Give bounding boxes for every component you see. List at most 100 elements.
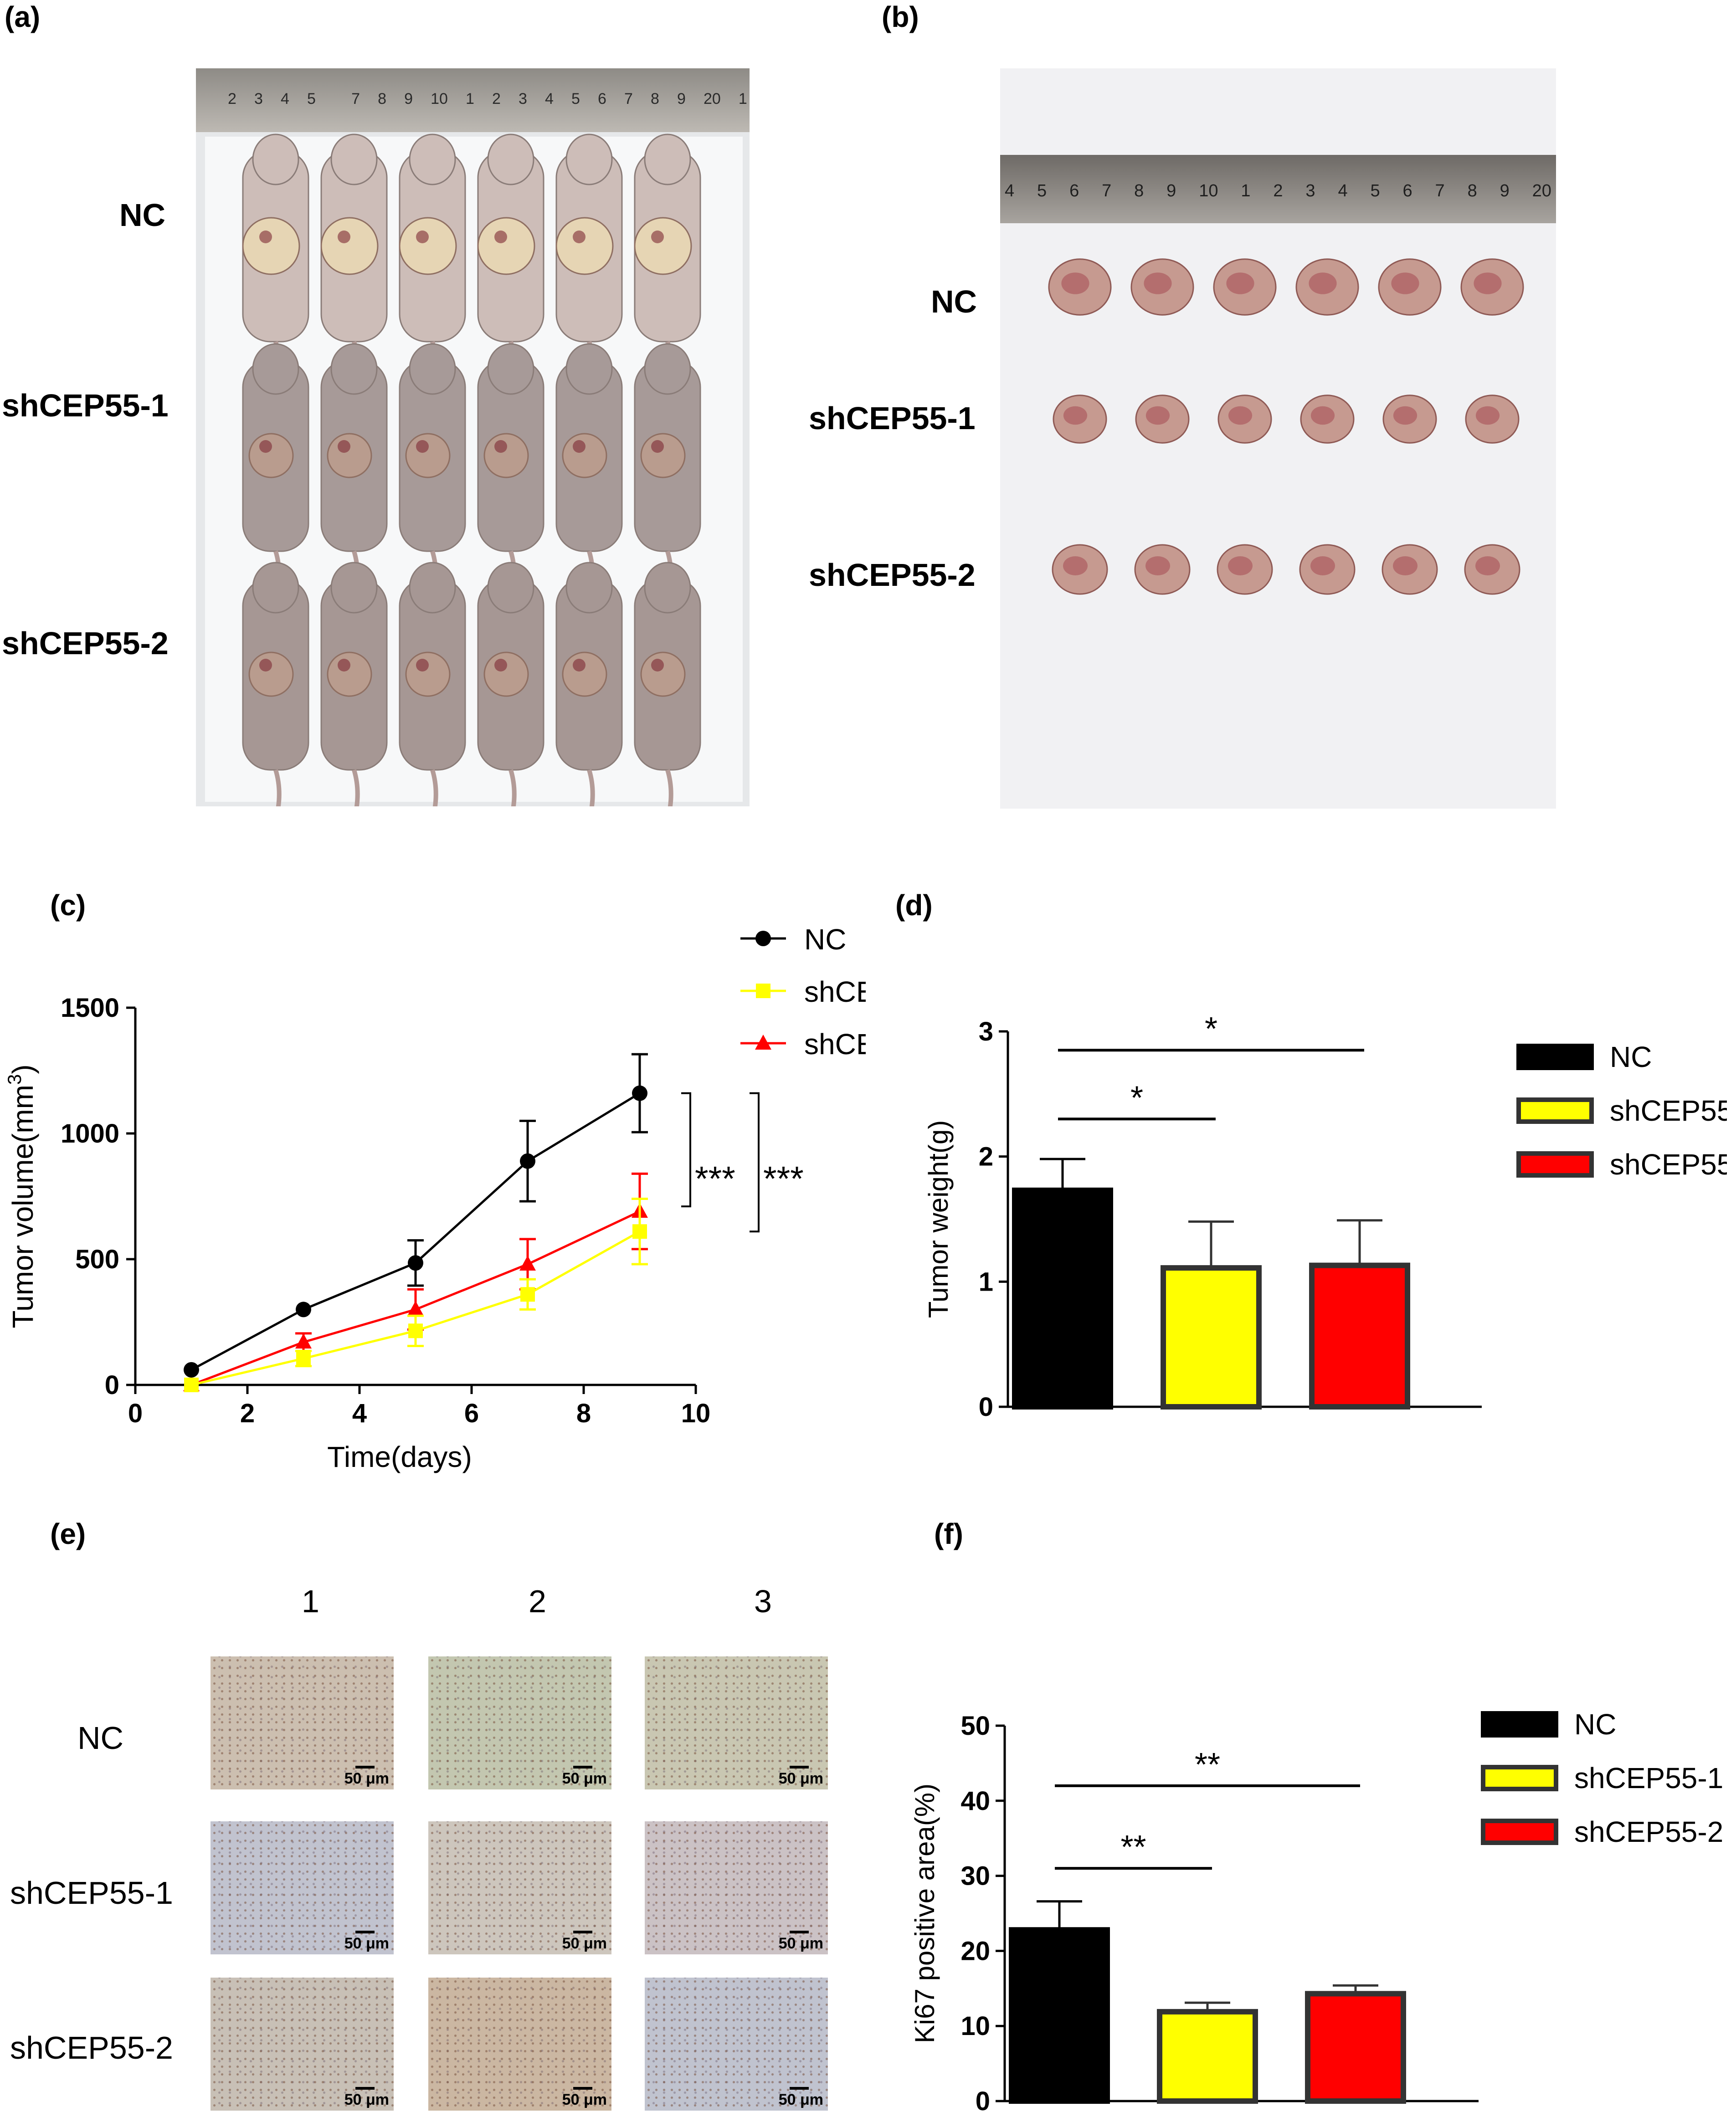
scale-bar-line xyxy=(355,1931,375,1933)
ihc-image-grid: 50 μm 50 μm 50 μm 50 μm 50 μm 50 μm 50 μm 50 μm… xyxy=(211,1656,829,2112)
y-tick-label: 3 xyxy=(979,1017,993,1046)
significance-bracket xyxy=(681,1092,691,1208)
significance-label: *** xyxy=(763,1159,804,1198)
mouse-tail xyxy=(587,769,595,806)
legend-label: shCEP55-2 xyxy=(1610,1148,1727,1181)
significance-label: *** xyxy=(695,1159,735,1198)
data-point xyxy=(296,1351,311,1366)
ruler-tick-label: 2 xyxy=(492,90,501,108)
bar xyxy=(1161,1265,1262,1410)
panel-b-row-label: shCEP55-1 xyxy=(809,400,976,436)
ihc-image-tile: 50 μm xyxy=(645,1656,828,1789)
mouse-head xyxy=(252,343,299,395)
tumor-spot xyxy=(1226,272,1254,294)
mouse-head xyxy=(565,343,613,395)
mouse-head xyxy=(330,562,378,614)
mouse-head xyxy=(409,343,456,395)
panel-b-row-label: NC xyxy=(931,284,977,319)
tumor-volume-chart: 0 2 4 6 8 10 0 500 1000 1500 Time(days) Tumor volum… xyxy=(4,923,866,1473)
ruler-tick-label: 7 xyxy=(624,90,633,108)
excised-tumor xyxy=(1382,395,1437,444)
scale-bar-label: 50 μm xyxy=(562,1935,607,1952)
ruler-tick-label: 8 xyxy=(1134,181,1144,200)
mouse-head xyxy=(487,133,534,185)
y-tick-label: 2 xyxy=(979,1142,993,1172)
legend-marker xyxy=(755,931,771,946)
data-point xyxy=(519,1256,536,1271)
ruler-tick-label: 5 xyxy=(1037,181,1047,200)
y-axis-title: Ki67 positive area(%) xyxy=(909,1784,940,2043)
ruler-tick-label: 9 xyxy=(1166,181,1176,200)
tumor-spot xyxy=(1475,406,1500,425)
mouse-head xyxy=(330,133,378,185)
tumor-spot xyxy=(651,440,664,453)
significance-bracket xyxy=(750,1092,760,1233)
ruler-tick-label: 4 xyxy=(544,90,554,108)
y-tick-label: 10 xyxy=(960,2011,990,2041)
ihc-image-tile: 50 μm xyxy=(428,1656,611,1789)
ruler-tick-label: 3 xyxy=(1305,181,1315,200)
ruler-tick-label: 4 xyxy=(281,90,289,108)
data-point xyxy=(408,1323,423,1338)
tumor-spot xyxy=(1474,272,1502,294)
excised-tumor xyxy=(1052,544,1108,595)
ruler-tick-label: 9 xyxy=(1500,181,1510,200)
legend-swatch xyxy=(1481,1765,1558,1791)
x-tick-label: 6 xyxy=(464,1399,479,1428)
tumor xyxy=(562,433,607,478)
tumor-spot xyxy=(416,659,429,672)
legend-swatch xyxy=(1516,1151,1594,1178)
y-tick-label: 1500 xyxy=(61,993,119,1023)
tumor-spot xyxy=(1061,272,1089,294)
scale-bar-label: 50 μm xyxy=(344,2091,389,2108)
tumors-illustration xyxy=(1048,258,1524,595)
y-tick-label: 50 xyxy=(960,1711,990,1741)
scale-bar-label: 50 μm xyxy=(562,1770,607,1787)
data-point xyxy=(408,1255,423,1271)
panel-e-row-label: shCEP55-1 xyxy=(10,1875,173,1911)
ruler: 4 5 6 7 8 9 10 1 2 3 4 5 6 7 8 9 20 xyxy=(1000,155,1556,223)
y-tick-label: 1000 xyxy=(61,1119,119,1148)
excised-tumor xyxy=(1217,544,1273,595)
panel-label-f: (f) xyxy=(934,1517,963,1550)
tumor-spot xyxy=(494,659,507,672)
tumor-spot xyxy=(1145,406,1170,425)
ruler-tick-label: 20 xyxy=(1532,181,1551,200)
legend-marker xyxy=(755,1035,771,1050)
tumor-spot xyxy=(1228,556,1253,575)
ihc-image-tile: 50 μm xyxy=(428,1978,611,2111)
mouse-tail xyxy=(430,769,438,806)
data-point xyxy=(520,1287,535,1302)
ruler-ticks: 2 3 4 5 7 8 9 10 1 2 3 4 5 6 7 8 9 20 1 xyxy=(228,90,747,118)
ruler-tick-label: 7 xyxy=(351,90,360,108)
ruler-tick-label: 10 xyxy=(1199,181,1218,200)
ruler-tick-label: 4 xyxy=(1005,181,1015,200)
scale-bar-label: 50 μm xyxy=(344,1935,389,1952)
mouse-head xyxy=(644,133,691,185)
tumor-spot xyxy=(1310,406,1335,425)
data-point xyxy=(407,1301,424,1316)
ihc-image-tile: 50 μm xyxy=(211,1656,394,1789)
tumor xyxy=(555,217,614,275)
legend-swatch xyxy=(1481,1819,1558,1845)
excised-tumor xyxy=(1135,395,1190,444)
legend-label: shCEP55-1 xyxy=(1574,1762,1723,1794)
ruler-tick-label: 5 xyxy=(571,90,580,108)
y-tick-label: 20 xyxy=(960,1936,990,1966)
ihc-image-tile: 50 μm xyxy=(211,1821,394,1954)
excised-tumor xyxy=(1382,544,1438,595)
x-tick-label: 8 xyxy=(576,1399,591,1428)
ruler-tick-label: 3 xyxy=(518,90,527,108)
tumor-spot xyxy=(1144,272,1172,294)
tumor-spot xyxy=(338,659,350,672)
tumor-spot xyxy=(1309,272,1337,294)
tumor-spot xyxy=(651,231,664,243)
y-tick-label: 0 xyxy=(105,1370,119,1400)
ruler-tick-label: 7 xyxy=(1435,181,1445,200)
data-point xyxy=(296,1302,311,1317)
mouse-head xyxy=(252,562,299,614)
scale-bar-line xyxy=(790,1931,809,1933)
significance-label: ** xyxy=(1195,1747,1220,1783)
mouse-head xyxy=(409,133,456,185)
tumor-spot xyxy=(1228,406,1253,425)
